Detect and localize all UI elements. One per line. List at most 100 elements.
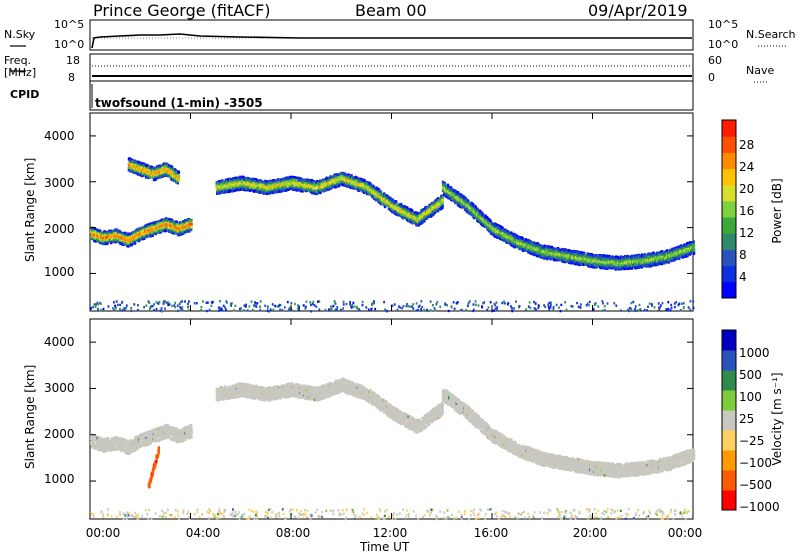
scatter-cell xyxy=(149,231,153,235)
scatter-cell xyxy=(148,229,151,232)
scatter-cell xyxy=(271,191,274,195)
scatter-cell xyxy=(352,180,355,183)
scatter-cell xyxy=(474,205,477,209)
scatter-cell xyxy=(221,179,224,183)
scatter-cell xyxy=(376,195,379,198)
scatter-cell xyxy=(233,184,236,188)
scatter-cell xyxy=(234,189,237,192)
date-title: 09/Apr/2019 xyxy=(588,1,688,20)
scatter-cell xyxy=(389,196,392,200)
scatter-cell xyxy=(333,181,336,185)
scatter-cell xyxy=(297,179,300,182)
scatter-cell xyxy=(273,182,276,186)
scatter-cell xyxy=(415,222,418,226)
scatter-cell xyxy=(163,219,166,222)
scatter-cell xyxy=(177,171,181,174)
scatter-cell xyxy=(374,195,377,199)
scatter-cell xyxy=(135,239,138,242)
scatter-cell xyxy=(372,185,375,188)
scatter-cell xyxy=(145,164,148,168)
scatter-cell xyxy=(169,221,172,224)
scatter-cell xyxy=(162,162,166,166)
scatter-cell xyxy=(371,187,374,190)
scatter-cell xyxy=(230,182,233,185)
scatter-cell xyxy=(159,175,163,179)
scatter-cell xyxy=(441,201,444,204)
scatter-cell xyxy=(252,186,255,189)
scatter-cell xyxy=(176,174,179,178)
scatter-cell xyxy=(152,224,155,227)
scatter-cell xyxy=(465,207,468,210)
scatter-cell xyxy=(383,193,386,196)
scatter-cell xyxy=(471,211,474,215)
scatter-cell xyxy=(218,182,221,186)
scatter-cell xyxy=(315,190,318,194)
scatter-cell xyxy=(406,214,409,217)
scatter-cell xyxy=(114,240,117,244)
scatter-cell xyxy=(128,166,131,170)
scatter-cell xyxy=(238,175,241,179)
scatter-cell xyxy=(324,185,327,188)
scatter-cell xyxy=(139,171,142,174)
scatter-cell xyxy=(451,194,454,198)
scatter-cell xyxy=(109,239,112,242)
scatter-cell xyxy=(141,229,144,233)
scatter-cell xyxy=(295,184,298,187)
scatter-cell xyxy=(263,181,266,184)
scatter-cell xyxy=(170,225,173,228)
scatter-cell xyxy=(177,178,181,182)
beam-title: Beam 00 xyxy=(355,1,427,20)
scatter-cell xyxy=(441,198,444,202)
scatter-cell xyxy=(443,191,446,195)
scatter-cell xyxy=(116,240,119,243)
scatter-cell xyxy=(127,168,130,172)
scatter-cell xyxy=(464,199,467,202)
scatter-cell xyxy=(98,236,101,240)
scatter-cell xyxy=(139,238,142,241)
scatter-cell xyxy=(416,221,419,225)
scatter-cell xyxy=(455,190,458,194)
scatter-cell xyxy=(167,217,171,221)
scatter-cell xyxy=(330,186,333,189)
nave-label: Nave xyxy=(746,64,775,77)
scatter-cell xyxy=(472,209,475,212)
scatter-cell xyxy=(469,210,472,213)
scatter-cell xyxy=(143,165,146,169)
scatter-cell xyxy=(118,230,122,234)
scatter-cell xyxy=(181,228,184,232)
scatter-cell xyxy=(456,198,459,201)
scatter-cell xyxy=(359,184,362,188)
scatter-cell xyxy=(131,233,135,236)
scatter-cell xyxy=(105,233,108,237)
scatter-cell xyxy=(287,188,290,191)
scatter-cell xyxy=(325,176,328,180)
scatter-cell xyxy=(147,234,150,237)
scatter-cell xyxy=(149,233,153,237)
scatter-cell xyxy=(92,235,95,239)
scatter-cell xyxy=(329,187,332,191)
scatter-cell xyxy=(365,187,368,191)
scatter-cell xyxy=(152,173,155,177)
scatter-cell xyxy=(443,187,446,191)
scatter-cell xyxy=(438,205,441,208)
scatter-cell xyxy=(273,191,276,194)
scatter-cell xyxy=(355,180,359,183)
scatter-cell xyxy=(445,184,448,188)
scatter-cell xyxy=(176,181,179,185)
scatter-cell xyxy=(432,203,435,207)
scatter-cell xyxy=(126,232,129,236)
scatter-cell xyxy=(134,233,137,236)
scatter-cell xyxy=(469,211,472,215)
scatter-cell xyxy=(148,232,151,235)
scatter-cell xyxy=(247,181,250,185)
scatter-cell xyxy=(373,197,376,201)
scatter-cell xyxy=(113,236,117,240)
scatter-cell xyxy=(427,206,430,210)
noise-right-tick-top: 10^5 xyxy=(708,18,739,31)
scatter-cell xyxy=(185,230,188,233)
nsky-label: N.Sky xyxy=(4,28,36,41)
scatter-cell xyxy=(150,222,153,225)
scatter-cell xyxy=(333,177,336,180)
scatter-cell xyxy=(410,214,413,217)
